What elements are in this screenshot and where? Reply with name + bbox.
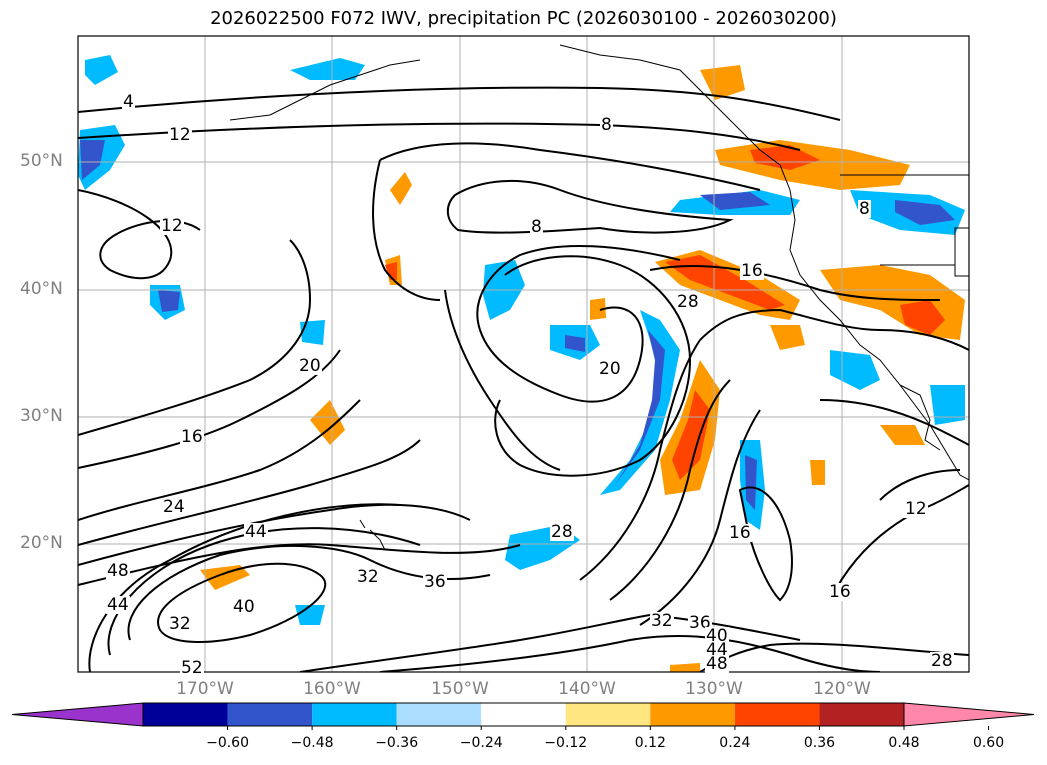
contour-label: 16 [180, 427, 204, 447]
map-title: 2026022500 F072 IWV, precipitation PC (2… [210, 8, 837, 29]
lon-label-120w: 120°W [813, 679, 871, 699]
contour-label: 16 [740, 261, 764, 281]
colorbar-tick-label: 0.60 [972, 735, 1005, 751]
colorbar-swatch [734, 703, 820, 726]
colorbar-swatch [565, 703, 651, 726]
colorbar-tick-label: −0.12 [544, 735, 588, 751]
lon-label-160w: 160°W [303, 679, 361, 699]
contour-label: 44 [705, 640, 729, 660]
colorbar-tick-label: 0.48 [888, 735, 920, 751]
contour-label: 48 [106, 561, 130, 581]
colorbar-swatch [819, 703, 904, 726]
colorbar-extend-high [903, 702, 1035, 727]
lat-label-20n: 20°N [20, 533, 63, 553]
lat-label-40n: 40°N [20, 279, 63, 299]
contour-label: 32 [650, 611, 674, 631]
contour-label: 28 [550, 522, 574, 542]
lat-label-50n: 50°N [20, 151, 63, 171]
contour-label: 16 [828, 582, 852, 602]
contour-label: 40 [232, 597, 256, 617]
contour-label: 52 [180, 658, 204, 678]
colorbar-tick-label: −0.48 [290, 735, 334, 751]
contour-label: 32 [168, 614, 192, 634]
contour-label: 8 [858, 199, 871, 219]
colorbar-tick-label: 0.12 [634, 735, 666, 751]
colorbar-swatch [650, 703, 735, 726]
contour-label: 20 [298, 356, 322, 376]
colorbar-tick-label: 0.24 [719, 735, 751, 751]
colorbar-tick-label: −0.24 [459, 735, 503, 751]
contour-label: 40 [705, 626, 729, 646]
gridlines [78, 36, 969, 672]
lon-label-140w: 140°W [558, 679, 616, 699]
contour-label: 12 [168, 125, 192, 145]
colorbar-swatch [396, 703, 482, 726]
lon-label-170w: 170°W [176, 679, 234, 699]
contour-label: 48 [705, 654, 729, 674]
contour-label: 8 [600, 115, 613, 135]
colorbar-swatch [481, 703, 566, 726]
contour-label: 20 [598, 359, 622, 379]
colorbar-swatch [227, 703, 313, 726]
contour-label: 44 [244, 522, 268, 542]
contour-label: 4 [122, 92, 135, 112]
precip-shading [78, 55, 965, 672]
colorbar-extend-low [11, 702, 144, 727]
lon-label-150w: 150°W [431, 679, 489, 699]
colorbar-swatch [312, 703, 397, 726]
coastlines [229, 44, 969, 551]
contour-label: 12 [904, 499, 928, 519]
colorbar-tick-label: −0.60 [206, 735, 249, 751]
colorbar-tick-label: −0.36 [375, 735, 419, 751]
contour-label: 24 [162, 497, 186, 517]
contour-label: 44 [106, 595, 130, 615]
lat-label-30n: 30°N [20, 406, 63, 426]
colorbar-swatch [143, 703, 228, 726]
contour-label: 36 [423, 572, 447, 592]
contour-label: 16 [728, 523, 752, 543]
iwv-contours [78, 86, 969, 672]
contour-label: 28 [930, 651, 954, 671]
contour-label: 12 [160, 216, 184, 236]
lon-label-130w: 130°W [685, 679, 743, 699]
contour-label: 32 [356, 567, 380, 587]
contour-label: 28 [676, 292, 700, 312]
colorbar-tick-label: 0.36 [803, 735, 836, 751]
contour-label: 8 [530, 217, 543, 237]
